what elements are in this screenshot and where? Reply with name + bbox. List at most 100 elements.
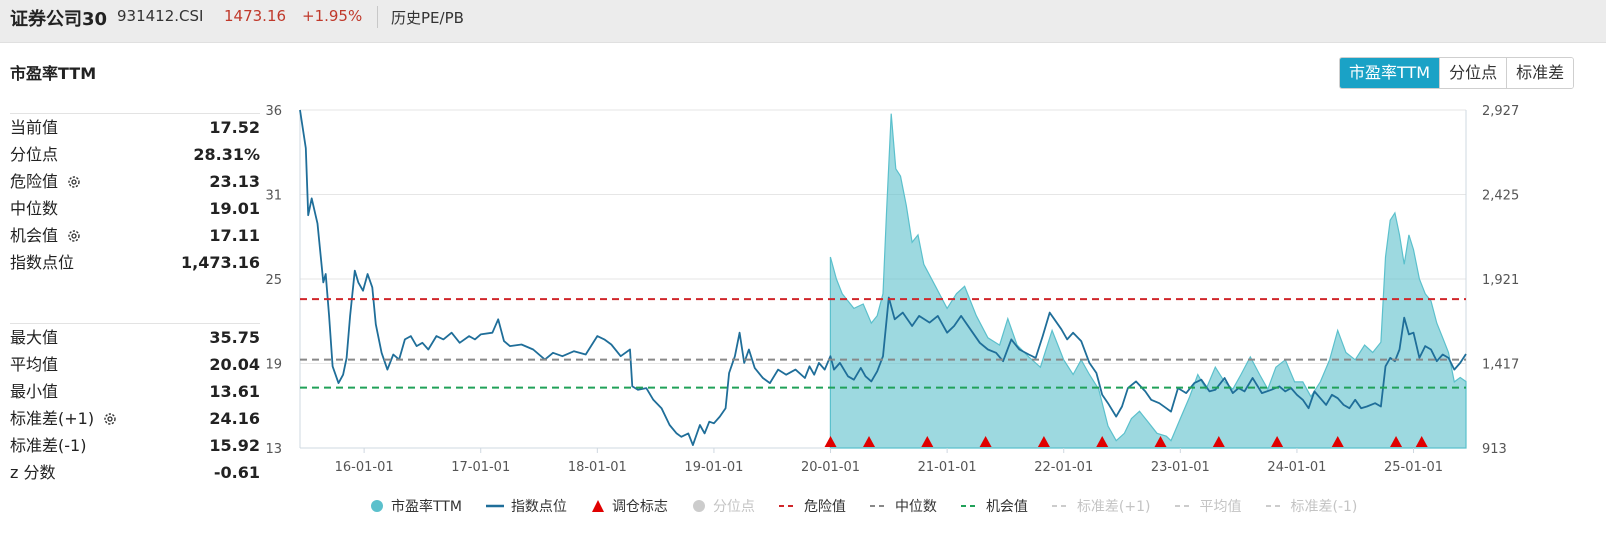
stat-value: 23.13 <box>209 172 260 191</box>
stat-value: -0.61 <box>213 463 260 482</box>
stat-value: 17.52 <box>209 118 260 137</box>
circle-icon <box>692 500 705 512</box>
stat-value: 19.01 <box>209 199 260 218</box>
y-right-tick-label: 1,417 <box>1482 358 1519 373</box>
gear-icon[interactable] <box>102 411 118 427</box>
stat-label: 平均值 <box>10 355 59 374</box>
legend-label: 分位点 <box>712 499 755 515</box>
stat-value: 1,473.16 <box>181 253 260 272</box>
stat-opportunity: 机会值 17.11 <box>10 222 260 249</box>
dash-icon <box>960 505 979 507</box>
tab-pe-ttm[interactable]: 市盈率TTM <box>1340 58 1440 88</box>
stat-std-plus: 标准差(+1) 24.16 <box>10 405 260 432</box>
stat-label-wrap: 标准差(+1) <box>10 405 118 432</box>
legend-label: 中位数 <box>894 499 937 515</box>
pe-ttm-area <box>829 113 1467 449</box>
rebalance-marker <box>1331 436 1344 447</box>
x-tick-label: 24-01-01 <box>1267 460 1326 475</box>
legend-mean[interactable]: 平均值 <box>1174 496 1242 516</box>
rebalance-marker <box>1154 436 1167 447</box>
legend-danger[interactable]: 危险值 <box>778 496 846 516</box>
stat-std-minus: 标准差(-1) 15.92 <box>10 432 260 459</box>
history-pe-pb-link[interactable]: 历史PE/PB <box>391 9 464 27</box>
stat-value: 35.75 <box>209 328 260 347</box>
y-left-tick-label: 25 <box>265 273 282 288</box>
stat-value: 13.61 <box>209 382 260 401</box>
rebalance-marker <box>1415 436 1428 447</box>
dash-icon <box>1174 505 1193 507</box>
section-title: 市盈率TTM <box>10 64 97 83</box>
legend-std-plus[interactable]: 标准差(+1) <box>1051 496 1151 516</box>
stat-label: 分位点 <box>10 145 59 164</box>
y-left-tick-label: 31 <box>265 189 282 204</box>
tab-std-dev[interactable]: 标准差 <box>1506 58 1574 88</box>
chart-legend: 市盈率TTM 指数点位 调仓标志 分位点 危险值 中位数 机会值 标准差(+1)… <box>370 496 1381 516</box>
legend-label: 危险值 <box>803 499 846 515</box>
x-tick-label: 18-01-01 <box>568 460 627 475</box>
line-icon <box>485 504 504 508</box>
dash-icon <box>1051 505 1070 507</box>
stat-label: 标准差(+1) <box>10 409 95 428</box>
view-tab-group: 市盈率TTM 分位点 标准差 <box>1339 57 1575 89</box>
index-change: +1.95% <box>302 7 363 25</box>
stats-panel-primary: 当前值 17.52 分位点 28.31% 危险值 23.13 中位数 19.01 机会值… <box>10 113 260 276</box>
legend-std-minus[interactable]: 标准差(-1) <box>1265 496 1358 516</box>
y-left-tick-label: 36 <box>265 104 282 119</box>
y-left-tick-label: 13 <box>265 442 282 457</box>
triangle-icon <box>591 500 604 512</box>
stat-label: 最大值 <box>10 328 59 347</box>
stat-mean: 平均值 20.04 <box>10 351 260 378</box>
stat-label: 指数点位 <box>10 253 75 272</box>
stat-min: 最小值 13.61 <box>10 378 260 405</box>
index-price: 1473.16 <box>224 7 287 25</box>
stat-index-points: 指数点位 1,473.16 <box>10 249 260 276</box>
legend-pe-ttm[interactable]: 市盈率TTM <box>370 496 462 516</box>
legend-rebalance[interactable]: 调仓标志 <box>591 496 668 516</box>
stat-danger: 危险值 23.13 <box>10 168 260 195</box>
dash-icon <box>778 505 797 507</box>
stat-label-wrap: 机会值 <box>10 222 82 249</box>
stat-value: 17.11 <box>209 226 260 245</box>
legend-opportunity[interactable]: 机会值 <box>960 496 1028 516</box>
legend-label: 调仓标志 <box>611 499 668 515</box>
stat-current: 当前值 17.52 <box>10 114 260 141</box>
index-name: 证券公司30 <box>10 9 108 30</box>
stat-label: 机会值 <box>10 226 59 245</box>
stat-value: 24.16 <box>209 409 260 428</box>
y-right-tick-label: 2,927 <box>1482 104 1519 119</box>
legend-label: 指数点位 <box>510 499 567 515</box>
x-tick-label: 17-01-01 <box>451 460 510 475</box>
index-points-line <box>299 109 1467 446</box>
legend-percentile[interactable]: 分位点 <box>692 496 755 516</box>
dash-icon <box>869 505 888 507</box>
rebalance-marker <box>1037 436 1050 447</box>
gear-icon[interactable] <box>66 228 82 244</box>
stat-value: 28.31% <box>193 145 260 164</box>
rebalance-marker <box>921 436 934 447</box>
x-tick-label: 21-01-01 <box>918 460 977 475</box>
index-header-bar: 证券公司30 931412.CSI 1473.16 +1.95% 历史PE/PB <box>0 0 1606 43</box>
stat-label: z 分数 <box>10 463 56 482</box>
y-right-tick-label: 913 <box>1482 442 1507 457</box>
stat-value: 20.04 <box>209 355 260 374</box>
legend-index-points[interactable]: 指数点位 <box>485 496 567 516</box>
legend-median[interactable]: 中位数 <box>869 496 937 516</box>
x-tick-label: 25-01-01 <box>1384 460 1443 475</box>
rebalance-marker <box>1390 436 1403 447</box>
legend-label: 标准差(-1) <box>1290 499 1358 515</box>
rebalance-marker <box>863 436 876 447</box>
x-tick-label: 16-01-01 <box>335 460 394 475</box>
x-tick-label: 19-01-01 <box>684 460 743 475</box>
y-left-tick-label: 19 <box>265 358 282 373</box>
y-right-tick-label: 1,921 <box>1482 273 1519 288</box>
x-tick-label: 20-01-01 <box>801 460 860 475</box>
index-code: 931412.CSI <box>117 7 204 25</box>
legend-label: 市盈率TTM <box>391 499 462 515</box>
tab-percentile[interactable]: 分位点 <box>1439 58 1507 88</box>
circle-icon <box>371 500 383 512</box>
stat-percentile: 分位点 28.31% <box>10 141 260 168</box>
rebalance-marker <box>1096 436 1109 447</box>
gear-icon[interactable] <box>66 174 82 190</box>
y-right-tick-label: 2,425 <box>1482 189 1519 204</box>
